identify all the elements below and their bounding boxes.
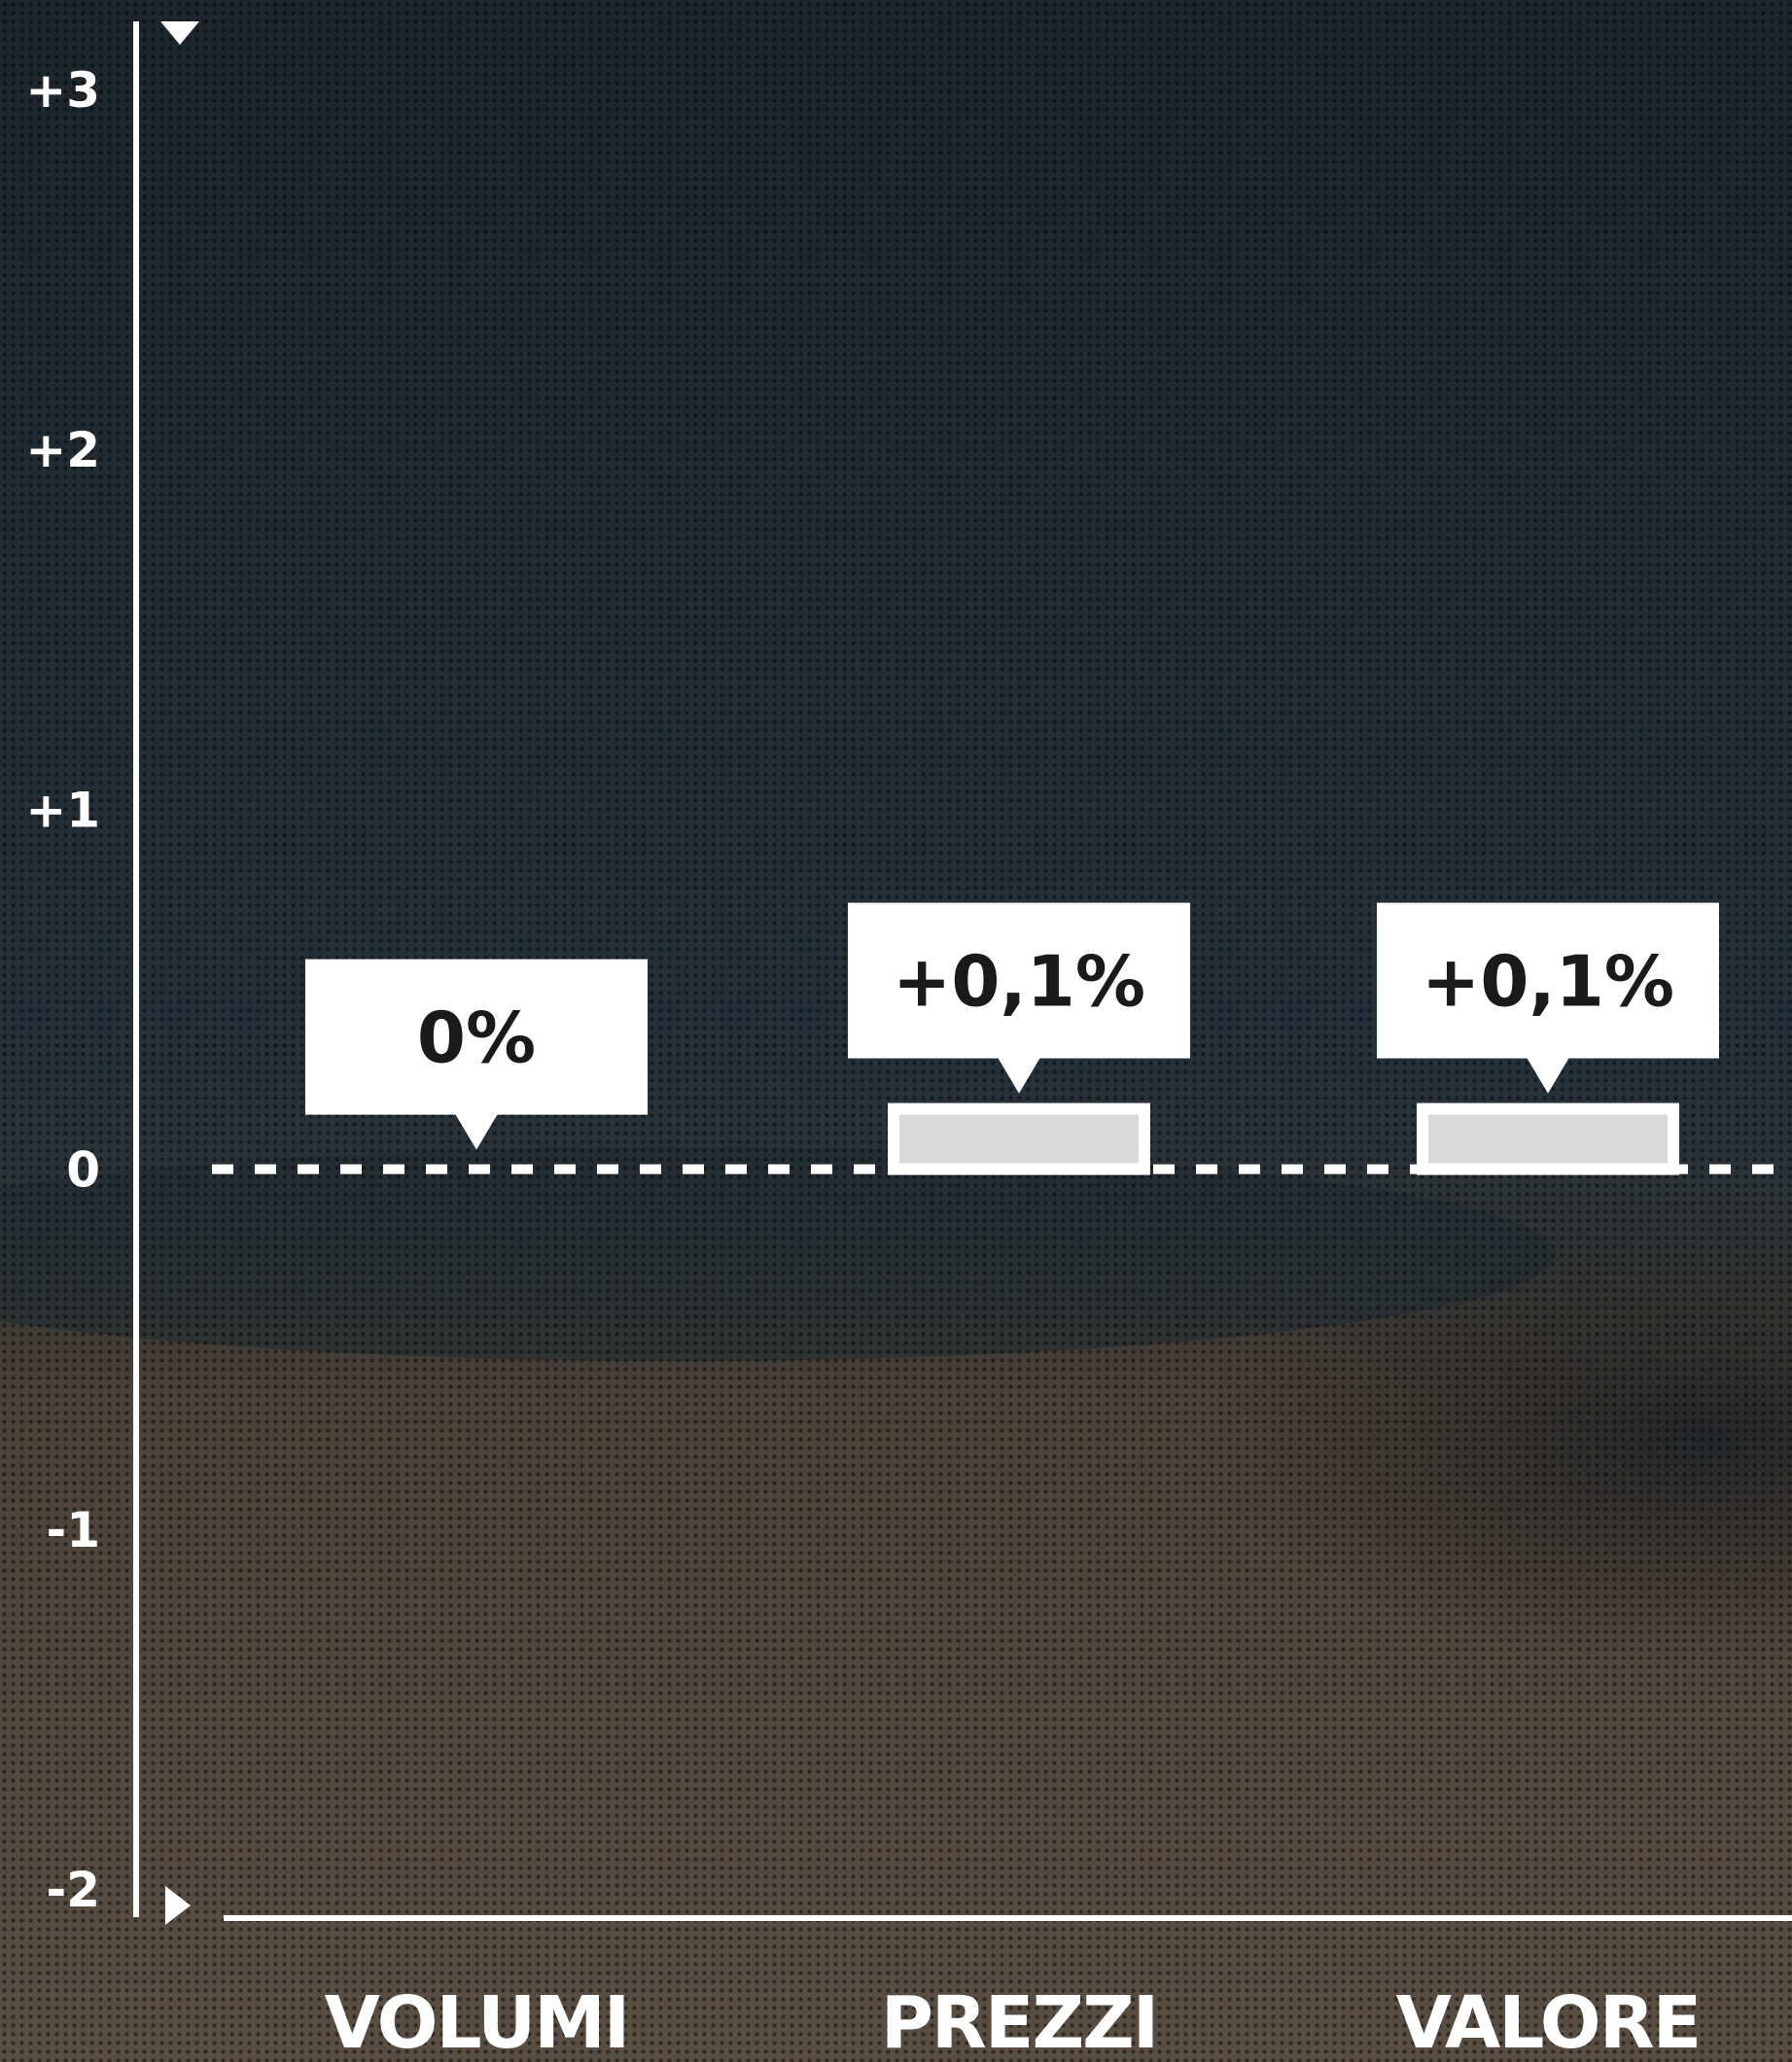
value-callout: +0,1% <box>848 902 1190 1094</box>
bars <box>888 1102 1679 1175</box>
callout-pointer <box>1527 1057 1569 1094</box>
value-callouts: 0% +0,1% +0,1% <box>305 902 1719 1150</box>
value-label: +0,1% <box>1422 941 1674 1023</box>
category-label: PREZZI <box>881 1981 1158 2062</box>
value-label: 0% <box>417 997 536 1079</box>
callout-pointer <box>455 1113 498 1150</box>
y-tick-label: +3 <box>25 62 100 119</box>
y-tick-label: -1 <box>46 1502 100 1558</box>
value-label: +0,1% <box>893 941 1145 1023</box>
value-callout: +0,1% <box>1377 902 1719 1094</box>
callout-box <box>1377 902 1719 1059</box>
callout-box <box>848 902 1190 1059</box>
callout-pointer <box>998 1057 1040 1094</box>
x-axis-arrow <box>165 1886 191 1925</box>
y-tick-label: +2 <box>25 422 100 478</box>
bar <box>888 1102 1150 1175</box>
category-labels: VOLUMI PREZZI VALORE <box>325 1981 1703 2062</box>
y-tick-label: 0 <box>66 1142 100 1199</box>
y-axis-arrow <box>160 21 199 45</box>
y-tick-label: -2 <box>46 1862 100 1918</box>
callout-box <box>305 959 648 1115</box>
category-label: VOLUMI <box>325 1981 629 2062</box>
y-tick-labels: +3 +2 +1 0 -1 -2 <box>25 62 100 1918</box>
bar <box>1417 1102 1679 1175</box>
category-label: VALORE <box>1396 1981 1700 2062</box>
y-tick-label: +1 <box>25 782 100 838</box>
value-callout: 0% <box>305 959 648 1150</box>
